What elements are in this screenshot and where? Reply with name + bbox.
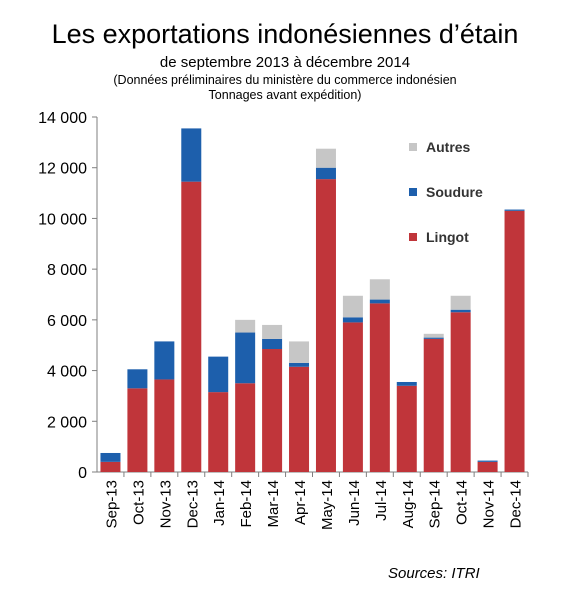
bar-segment-lingot: [289, 366, 310, 472]
bar-segment-soudure: [504, 209, 525, 211]
x-tick-label: Aug-14: [400, 480, 417, 528]
bar-segment-lingot: [423, 338, 444, 472]
bar-segment-autres: [289, 341, 310, 363]
bar-segment-lingot: [235, 383, 256, 472]
bar-segment-soudure: [396, 381, 417, 386]
bar-segment-soudure: [450, 309, 471, 313]
bar-segment-lingot: [396, 385, 417, 472]
bar-segment-autres: [450, 295, 471, 310]
legend-label-autres: Autres: [426, 139, 471, 155]
bar-segment-soudure: [315, 167, 336, 180]
bar-segment-soudure: [369, 299, 390, 304]
bar-segment-soudure: [477, 460, 498, 462]
x-tick-label: Sep-14: [427, 480, 444, 528]
x-tick-label: Oct-14: [454, 480, 471, 525]
bar-segment-soudure: [100, 452, 121, 462]
chart-note-line-1: (Données préliminaires du ministère du c…: [113, 73, 457, 87]
x-tick-label: Feb-14: [238, 480, 255, 528]
y-tick-label: 14 000: [38, 110, 87, 127]
bar-segment-autres: [369, 279, 390, 300]
bar-segment-lingot: [342, 322, 363, 472]
y-tick-label: 8 000: [47, 262, 87, 279]
bar-segment-lingot: [450, 312, 471, 472]
y-tick-label: 10 000: [38, 211, 87, 228]
x-tick-label: May-14: [319, 480, 336, 530]
x-tick-label: Dec-13: [184, 480, 201, 528]
bar-segment-soudure: [289, 362, 310, 367]
bar-segment-soudure: [342, 317, 363, 323]
bar-segment-lingot: [154, 379, 175, 472]
x-tick-label: Mar-14: [265, 480, 282, 528]
y-tick-label: 0: [78, 465, 87, 482]
bar-segment-autres: [423, 333, 444, 338]
chart-note-line-2: Tonnages avant expédition): [208, 88, 362, 102]
y-tick-label: 4 000: [47, 364, 87, 381]
chart-title: Les exportations indonésiennes d’étain: [51, 19, 519, 49]
source-credit: Sources: ITRI: [388, 565, 480, 582]
bar-segment-lingot: [100, 461, 121, 472]
bar-segment-soudure: [181, 128, 202, 182]
bar-segment-lingot: [369, 303, 390, 472]
y-tick-label: 12 000: [38, 161, 87, 178]
legend-swatch-soudure: [409, 188, 417, 196]
x-tick-label: Jun-14: [346, 480, 363, 526]
bar-segment-soudure: [154, 341, 175, 380]
bar-segment-lingot: [127, 388, 148, 472]
x-tick-label: Apr-14: [292, 480, 309, 525]
bar-segment-lingot: [315, 179, 336, 472]
y-tick-label: 6 000: [47, 313, 87, 330]
bar-segment-autres: [342, 295, 363, 318]
legend-swatch-autres: [409, 143, 417, 151]
bar-segment-lingot: [504, 210, 525, 473]
bar-segment-soudure: [235, 332, 256, 384]
chart-note: (Données préliminaires du ministère du c…: [0, 73, 570, 103]
bar-segment-soudure: [423, 337, 444, 339]
x-tick-label: Nov-14: [481, 480, 498, 528]
bar-segment-soudure: [208, 356, 229, 393]
bar-segment-lingot: [477, 461, 498, 472]
legend-swatch-lingot: [409, 233, 417, 241]
bar-segment-soudure: [262, 338, 283, 350]
x-tick-label: Jul-14: [373, 480, 390, 521]
bar-segment-autres: [315, 148, 336, 168]
x-tick-label: Jan-14: [211, 480, 228, 526]
x-tick-label: Dec-14: [508, 480, 525, 528]
bar-segment-autres: [235, 319, 256, 333]
bar-segment-soudure: [127, 369, 148, 389]
x-tick-label: Sep-13: [103, 480, 120, 528]
x-tick-label: Nov-13: [157, 480, 174, 528]
x-tick-label: Oct-13: [130, 480, 147, 525]
y-tick-label: 2 000: [47, 414, 87, 431]
legend-label-soudure: Soudure: [426, 184, 483, 200]
legend-label-lingot: Lingot: [426, 229, 469, 245]
bar-segment-lingot: [208, 392, 229, 472]
bar-segment-lingot: [181, 181, 202, 473]
bar-segment-lingot: [262, 349, 283, 472]
chart-subtitle: de septembre 2013 à décembre 2014: [159, 54, 411, 71]
bar-segment-autres: [262, 324, 283, 339]
